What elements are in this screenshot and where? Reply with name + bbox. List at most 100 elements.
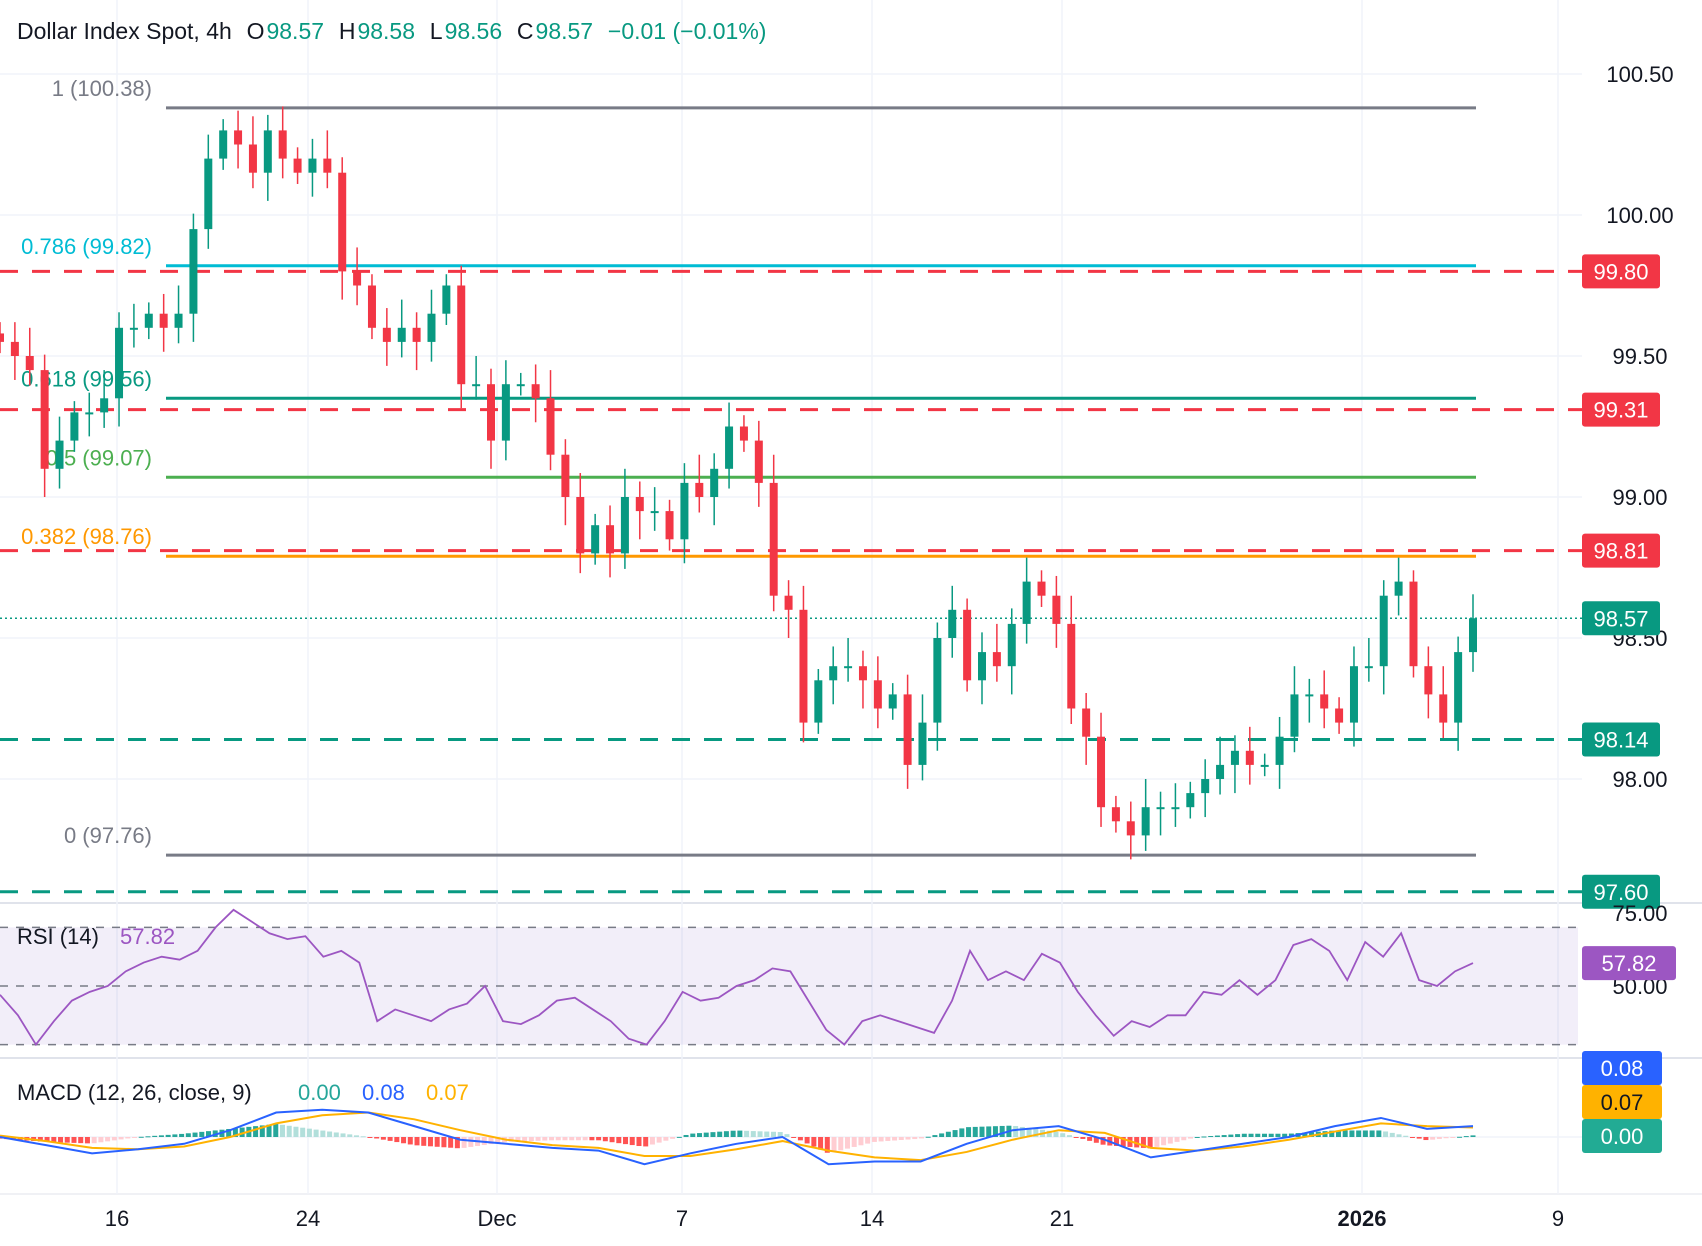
candle (725, 402, 734, 489)
macd-histogram-bar (575, 1137, 581, 1141)
candle (650, 487, 659, 531)
macd-histogram-bar (414, 1137, 420, 1146)
candle (531, 364, 540, 423)
macd-histogram-bar (865, 1137, 871, 1144)
macd-histogram-bar (320, 1130, 326, 1137)
candle-body (1335, 708, 1344, 723)
candle-body (115, 327, 124, 399)
rsi-title: RSI (14) (17, 924, 99, 949)
candle-body (457, 285, 466, 385)
candle-body (85, 412, 94, 415)
macd-histogram-bar (468, 1137, 474, 1147)
candle (55, 416, 64, 489)
macd-badge (1582, 1119, 1662, 1153)
macd-histogram-bar (1329, 1130, 1335, 1137)
macd-histogram-bar (1194, 1136, 1200, 1138)
candle (933, 622, 942, 751)
macd-histogram-bar (387, 1137, 393, 1141)
x-tick-label: Dec (477, 1206, 516, 1231)
candle (1424, 646, 1433, 719)
candle-body (0, 333, 4, 342)
candle-body (263, 130, 272, 173)
candle (665, 499, 674, 551)
macd-histogram-bar (1309, 1132, 1315, 1137)
candle (710, 453, 719, 526)
macd-histogram-bar (670, 1137, 676, 1139)
macd-histogram-bar (643, 1137, 649, 1147)
chart-header: Dollar Index Spot, 4h O98.57 H98.58 L98.… (17, 18, 768, 45)
change-value: −0.01 (−0.01%) (607, 18, 767, 44)
candle (367, 274, 376, 340)
price-level-badge (1582, 254, 1660, 289)
macd-histogram-bar (84, 1137, 90, 1144)
macd-badge-label: 0.00 (1601, 1124, 1644, 1149)
macd-histogram-bar (744, 1130, 750, 1137)
macd-histogram-bar (1013, 1125, 1019, 1137)
macd-histogram-bar (58, 1137, 64, 1143)
macd-histogram-bar (138, 1136, 144, 1138)
macd-histogram-bar (1221, 1135, 1227, 1137)
symbol-title: Dollar Index Spot, 4h (17, 18, 232, 44)
candle-body (1097, 736, 1106, 808)
macd-badge-label: 0.07 (1601, 1090, 1644, 1115)
macd-histogram-bar (1134, 1137, 1140, 1148)
macd-histogram-bar (1450, 1137, 1456, 1138)
candle (0, 322, 4, 354)
macd-histogram-bar (750, 1131, 756, 1137)
rsi-tick-label: 75.00 (1612, 901, 1667, 926)
macd-histogram-bar (1302, 1132, 1308, 1137)
macd-histogram-bar (858, 1137, 864, 1146)
fib-level-label: 1 (100.38) (52, 76, 152, 101)
macd-histogram-bar (1349, 1130, 1355, 1137)
macd-histogram-bar (1443, 1137, 1449, 1139)
macd-histogram-bar (165, 1134, 171, 1137)
candle (1111, 795, 1120, 833)
macd-histogram-bar (306, 1128, 312, 1137)
candle-body (382, 327, 391, 342)
macd-histogram-bar (1275, 1133, 1281, 1137)
candle-body (1275, 736, 1284, 765)
candle-body (1424, 666, 1433, 695)
candle-body (144, 313, 153, 328)
macd-histogram-bar (966, 1127, 972, 1137)
candle (695, 454, 704, 513)
candle-body (1052, 595, 1061, 624)
macd-histogram-bar (407, 1137, 413, 1145)
macd-histogram-bar (132, 1137, 138, 1138)
candle-body (665, 511, 674, 540)
candle (1186, 781, 1195, 819)
candle (576, 473, 585, 574)
candle (1097, 712, 1106, 827)
macd-histogram-bar (838, 1137, 844, 1151)
macd-histogram-bar (623, 1137, 629, 1145)
macd-histogram-bar (582, 1137, 588, 1141)
candle-body (501, 384, 510, 441)
macd-histogram-bar (1228, 1134, 1234, 1137)
macd-histogram-bar (1423, 1137, 1429, 1141)
macd-histogram-bar (1248, 1133, 1254, 1137)
macd-histogram-bar (1470, 1135, 1476, 1137)
candle-body (1394, 581, 1403, 596)
macd-histogram-bar (972, 1126, 978, 1137)
macd-histogram-bar (589, 1137, 595, 1141)
macd-histogram-bar (555, 1137, 561, 1141)
macd-histogram-bar (125, 1137, 131, 1139)
candle (1260, 753, 1269, 777)
macd-histogram-bar (697, 1133, 703, 1137)
macd-histogram-bar (1100, 1137, 1106, 1145)
rsi-badge (1582, 946, 1676, 981)
macd-histogram-bar (158, 1135, 164, 1137)
macd-signal-value: 0.07 (426, 1080, 469, 1105)
macd-histogram-bar (1174, 1137, 1180, 1142)
macd-histogram-bar (199, 1131, 205, 1137)
candle-body (397, 327, 406, 342)
macd-histogram-bar (1288, 1133, 1294, 1137)
x-tick-label: 24 (296, 1206, 320, 1231)
candle-body (55, 440, 64, 469)
macd-histogram-bar (98, 1137, 104, 1143)
candle (1379, 580, 1388, 695)
candle (1245, 726, 1254, 785)
macd-histogram-bar (1167, 1137, 1173, 1144)
candle (1007, 608, 1016, 695)
